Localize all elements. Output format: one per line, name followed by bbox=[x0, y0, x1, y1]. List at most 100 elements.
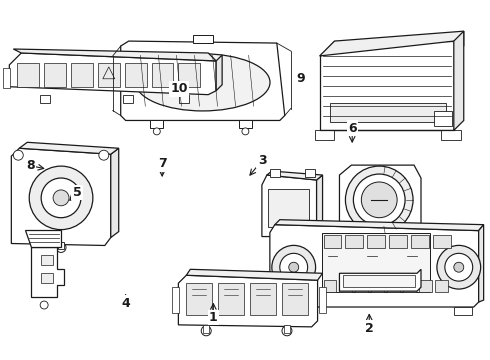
Circle shape bbox=[345, 166, 413, 234]
Bar bbox=[441, 130, 461, 140]
Bar bbox=[355, 280, 368, 292]
Bar bbox=[71, 63, 93, 87]
Polygon shape bbox=[111, 148, 119, 238]
Circle shape bbox=[353, 174, 405, 226]
Text: 6: 6 bbox=[348, 122, 357, 135]
Circle shape bbox=[289, 262, 299, 272]
Bar bbox=[387, 280, 400, 292]
Bar bbox=[323, 235, 342, 248]
Bar bbox=[323, 280, 337, 292]
Polygon shape bbox=[267, 171, 322, 180]
Text: 10: 10 bbox=[171, 82, 188, 95]
Bar bbox=[41, 255, 53, 265]
Bar bbox=[44, 63, 66, 87]
Bar bbox=[434, 111, 452, 126]
Polygon shape bbox=[340, 165, 421, 242]
Bar bbox=[151, 63, 173, 87]
Polygon shape bbox=[270, 225, 479, 307]
Bar bbox=[150, 121, 163, 129]
Polygon shape bbox=[19, 142, 119, 154]
Bar bbox=[280, 307, 298, 315]
Text: 2: 2 bbox=[365, 322, 373, 335]
Bar bbox=[454, 307, 472, 315]
Polygon shape bbox=[216, 55, 222, 91]
Bar bbox=[123, 95, 133, 103]
Polygon shape bbox=[31, 247, 64, 297]
Polygon shape bbox=[178, 275, 318, 327]
Bar bbox=[178, 63, 200, 87]
Bar bbox=[411, 235, 429, 248]
Bar bbox=[172, 287, 179, 313]
Circle shape bbox=[29, 166, 93, 230]
Text: 3: 3 bbox=[258, 154, 267, 167]
Circle shape bbox=[56, 243, 66, 252]
Bar bbox=[203, 325, 209, 333]
Bar bbox=[305, 169, 315, 177]
Bar bbox=[239, 121, 252, 129]
Bar bbox=[321, 233, 430, 292]
Bar bbox=[179, 95, 189, 103]
Circle shape bbox=[282, 326, 292, 336]
Text: 5: 5 bbox=[73, 186, 81, 199]
Bar bbox=[268, 189, 309, 227]
Bar bbox=[345, 235, 363, 248]
Polygon shape bbox=[121, 41, 285, 121]
Polygon shape bbox=[479, 225, 484, 302]
Circle shape bbox=[13, 150, 23, 160]
Bar bbox=[270, 169, 280, 177]
Bar bbox=[435, 280, 448, 292]
Polygon shape bbox=[13, 49, 216, 61]
Bar bbox=[3, 68, 10, 88]
Circle shape bbox=[153, 128, 160, 135]
Bar bbox=[218, 283, 244, 315]
Text: 8: 8 bbox=[26, 159, 35, 172]
Circle shape bbox=[40, 301, 48, 309]
Text: 1: 1 bbox=[209, 311, 218, 324]
Polygon shape bbox=[319, 41, 454, 130]
Bar bbox=[58, 242, 64, 249]
Bar bbox=[368, 235, 385, 248]
Circle shape bbox=[242, 128, 249, 135]
Bar bbox=[419, 280, 432, 292]
Text: 9: 9 bbox=[297, 72, 305, 85]
Circle shape bbox=[53, 190, 69, 206]
Polygon shape bbox=[186, 269, 322, 280]
Bar bbox=[124, 63, 147, 87]
Polygon shape bbox=[317, 175, 322, 237]
Bar bbox=[340, 280, 352, 292]
Bar bbox=[329, 103, 446, 122]
Bar bbox=[286, 239, 292, 247]
Bar bbox=[186, 283, 212, 315]
Circle shape bbox=[445, 253, 473, 281]
Circle shape bbox=[272, 246, 316, 289]
Circle shape bbox=[41, 178, 81, 218]
Bar bbox=[250, 283, 276, 315]
Polygon shape bbox=[454, 31, 464, 130]
Polygon shape bbox=[9, 53, 216, 95]
Polygon shape bbox=[319, 31, 464, 56]
Ellipse shape bbox=[135, 54, 270, 111]
Circle shape bbox=[285, 240, 293, 248]
Polygon shape bbox=[11, 148, 111, 246]
Bar bbox=[41, 273, 53, 283]
Bar bbox=[318, 287, 325, 313]
Circle shape bbox=[361, 182, 397, 218]
Bar bbox=[17, 63, 39, 87]
Polygon shape bbox=[340, 269, 421, 291]
Bar bbox=[284, 325, 290, 333]
Bar bbox=[403, 280, 416, 292]
Polygon shape bbox=[25, 230, 61, 247]
Bar bbox=[40, 95, 50, 103]
Circle shape bbox=[437, 246, 481, 289]
Circle shape bbox=[99, 150, 109, 160]
Bar bbox=[282, 283, 308, 315]
Bar bbox=[389, 235, 407, 248]
Bar bbox=[193, 35, 213, 43]
Text: 4: 4 bbox=[121, 297, 130, 310]
Circle shape bbox=[201, 326, 211, 336]
Bar bbox=[343, 275, 415, 287]
Bar bbox=[371, 280, 384, 292]
Bar bbox=[315, 130, 335, 140]
Polygon shape bbox=[275, 220, 484, 231]
Polygon shape bbox=[262, 175, 317, 237]
